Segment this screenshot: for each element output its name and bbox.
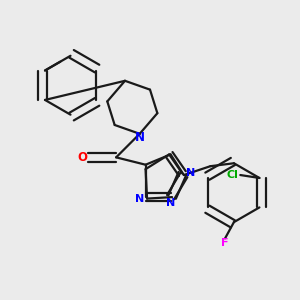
Text: N: N	[135, 131, 145, 144]
Text: N: N	[186, 168, 195, 178]
Text: N: N	[166, 198, 175, 208]
Text: F: F	[221, 238, 229, 248]
Text: N: N	[135, 194, 144, 204]
Text: Cl: Cl	[226, 170, 238, 180]
Text: O: O	[78, 151, 88, 164]
